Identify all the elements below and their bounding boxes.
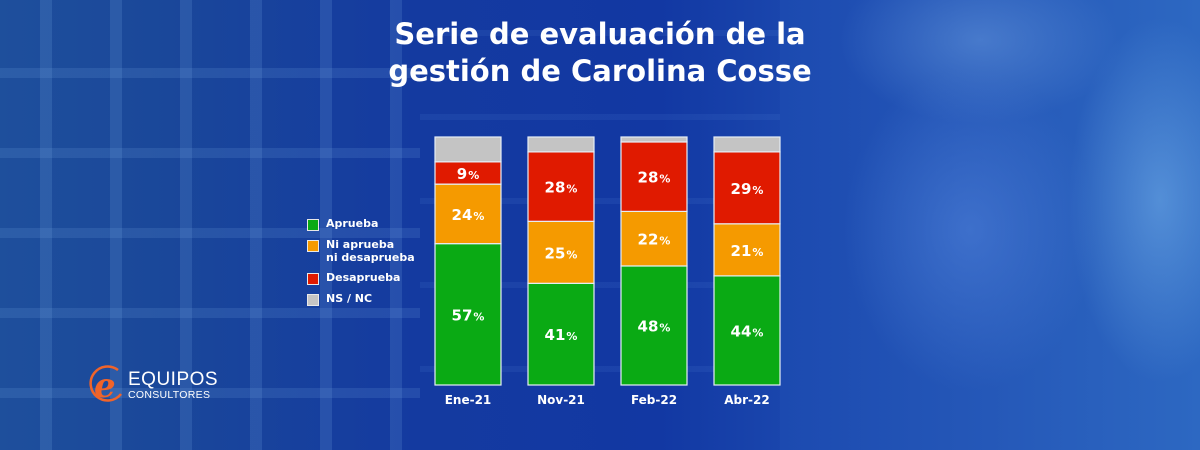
- bar-segment-desaprueba-nov-21: [527, 151, 595, 222]
- legend-swatch-ns-nc: [307, 294, 319, 306]
- data-label-ni-aprueba-ni-desaprueba-ene-21: 24%: [452, 206, 485, 224]
- data-label-aprueba-nov-21: 41%: [545, 326, 578, 344]
- equipos-consultores-logo: e EQUIPOS CONSULTORES: [88, 364, 218, 406]
- bar-segment-desaprueba-abr-22: [713, 151, 781, 225]
- bar-segment-ns-nc-nov-21: [527, 136, 595, 153]
- bar-segment-aprueba-abr-22: [713, 275, 781, 386]
- chart-title-line-2: gestión de Carolina Cosse: [388, 54, 812, 88]
- background-building-photo: [0, 0, 420, 450]
- data-label-desaprueba-nov-21: 28%: [545, 179, 578, 197]
- svg-text:e: e: [94, 366, 116, 406]
- legend-item-desaprueba: Desaprueba: [307, 271, 415, 285]
- bar-segment-ns-nc-abr-22: [713, 136, 781, 153]
- legend-label-ni-aprueba: Ni aprueba ni desaprueba: [326, 238, 415, 264]
- legend-swatch-aprueba: [307, 219, 319, 231]
- legend-label-ns-nc: NS / NC: [326, 292, 373, 305]
- bar-segment-ns-nc-ene-21: [434, 136, 502, 163]
- legend-item-ns-nc: NS / NC: [307, 292, 415, 306]
- bar-segment-aprueba-nov-21: [527, 282, 595, 386]
- bar-segment-ni-aprueba-ni-desaprueba-nov-21: [527, 220, 595, 284]
- logo-line-2: CONSULTORES: [128, 388, 211, 401]
- logo-e-icon: e: [88, 364, 124, 406]
- data-label-ni-aprueba-ni-desaprueba-feb-22: 22%: [638, 231, 671, 249]
- data-label-aprueba-feb-22: 48%: [638, 317, 671, 335]
- logo-line-1: EQUIPOS: [128, 368, 219, 390]
- x-tick-label-feb-22: Feb-22: [631, 393, 677, 407]
- x-tick-label-ene-21: Ene-21: [445, 393, 492, 407]
- data-label-ni-aprueba-ni-desaprueba-nov-21: 25%: [545, 244, 578, 262]
- data-label-desaprueba-ene-21: 9%: [457, 165, 479, 183]
- data-label-aprueba-ene-21: 57%: [452, 306, 485, 324]
- bar-segment-ni-aprueba-ni-desaprueba-abr-22: [713, 223, 781, 277]
- bar-segment-ni-aprueba-ni-desaprueba-feb-22: [620, 210, 688, 267]
- legend-swatch-desaprueba: [307, 273, 319, 285]
- chart-title-line-1: Serie de evaluación de la: [394, 17, 806, 51]
- bar-segment-desaprueba-feb-22: [620, 141, 688, 213]
- legend-label-aprueba: Aprueba: [326, 217, 379, 230]
- bar-segment-aprueba-ene-21: [434, 243, 502, 386]
- chart-legend: Aprueba Ni aprueba ni desaprueba Desapru…: [307, 217, 415, 313]
- legend-item-ni-aprueba: Ni aprueba ni desaprueba: [307, 238, 415, 264]
- legend-swatch-ni-aprueba: [307, 240, 319, 252]
- legend-item-aprueba: Aprueba: [307, 217, 415, 231]
- legend-label-desaprueba: Desaprueba: [326, 271, 401, 284]
- data-label-aprueba-abr-22: 44%: [731, 322, 764, 340]
- x-tick-label-nov-21: Nov-21: [537, 393, 585, 407]
- bar-segment-ns-nc-feb-22: [620, 136, 688, 143]
- data-label-ni-aprueba-ni-desaprueba-abr-22: 21%: [731, 242, 764, 260]
- data-label-desaprueba-feb-22: 28%: [638, 169, 671, 187]
- bar-segment-ni-aprueba-ni-desaprueba-ene-21: [434, 183, 502, 245]
- chart-title: Serie de evaluación de la gestión de Car…: [380, 16, 820, 90]
- x-tick-label-abr-22: Abr-22: [724, 393, 769, 407]
- bar-segment-aprueba-feb-22: [620, 265, 688, 386]
- background-portrait-photo: [780, 0, 1200, 450]
- data-label-desaprueba-abr-22: 29%: [731, 180, 764, 198]
